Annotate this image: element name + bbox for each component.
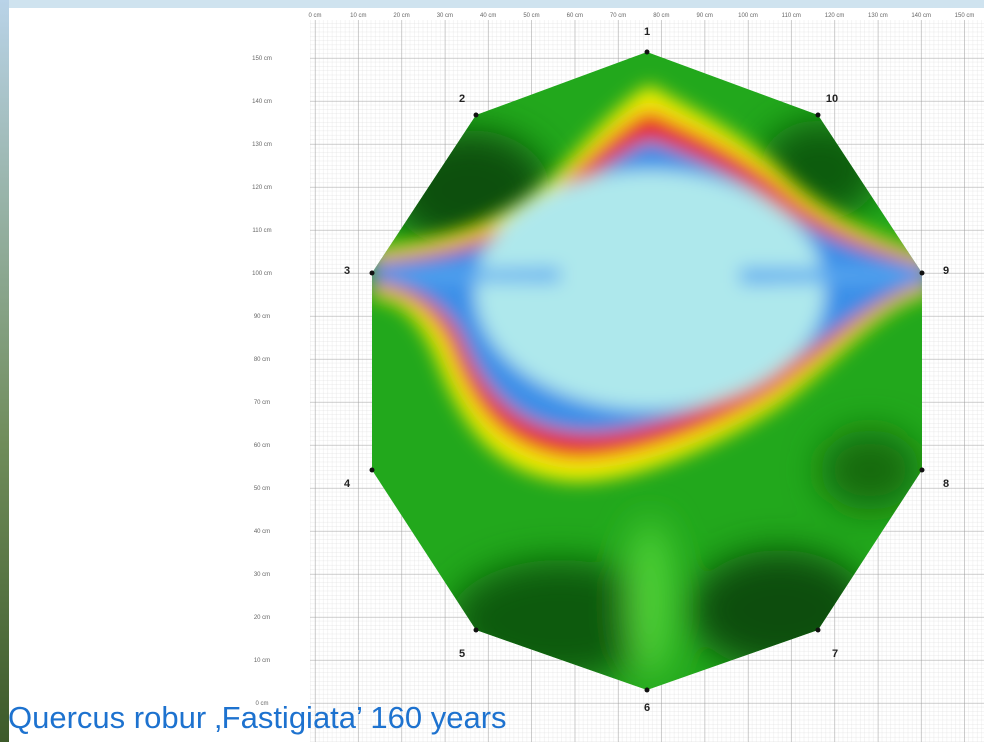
x-axis-label: 70 cm <box>610 13 626 19</box>
y-axis-label: 10 cm <box>254 658 270 664</box>
y-axis-label: 140 cm <box>252 99 272 105</box>
x-axis-label: 140 cm <box>911 13 931 19</box>
caption: Quercus robur ‚Fastigiata’ 160 years <box>8 700 507 735</box>
y-axis-label: 120 cm <box>252 185 272 191</box>
y-axis-label: 0 cm <box>255 701 268 707</box>
x-axis-label: 100 cm <box>738 13 758 19</box>
sensor-label: 3 <box>344 265 350 277</box>
y-axis-label: 90 cm <box>254 314 270 320</box>
y-axis-label: 50 cm <box>254 486 270 492</box>
sensor-point <box>644 687 650 693</box>
sensor-label: 9 <box>943 265 949 277</box>
sensor-label: 8 <box>943 478 949 490</box>
sensor-point <box>644 49 650 55</box>
sensor-label: 6 <box>644 702 650 714</box>
x-axis-label: 20 cm <box>393 13 409 19</box>
x-axis-label: 40 cm <box>480 13 496 19</box>
sensor-point <box>815 627 821 633</box>
sensor-point <box>369 270 375 276</box>
x-axis-label: 110 cm <box>782 13 801 19</box>
sensor-label: 5 <box>459 648 465 660</box>
photo-edge <box>0 0 9 742</box>
y-axis-label: 60 cm <box>254 443 270 449</box>
y-axis-label: 40 cm <box>254 529 270 535</box>
sensor-point <box>919 270 925 276</box>
sensor-label: 4 <box>344 478 351 490</box>
y-axis-label: 20 cm <box>254 615 270 621</box>
x-axis-label: 90 cm <box>697 13 713 19</box>
y-axis-label: 130 cm <box>252 142 272 148</box>
x-axis-label: 120 cm <box>825 13 845 19</box>
y-axis-label: 100 cm <box>252 271 272 277</box>
x-axis-label: 30 cm <box>437 13 453 19</box>
sensor-label: 7 <box>832 648 838 660</box>
top-band <box>0 0 984 8</box>
y-axis-label: 70 cm <box>254 400 270 406</box>
sensor-label: 1 <box>644 26 650 38</box>
y-axis-label: 110 cm <box>252 228 271 234</box>
sensor-point <box>919 467 925 473</box>
sensor-point <box>473 112 479 118</box>
x-axis-label: 10 cm <box>350 13 366 19</box>
x-axis-label: 0 cm <box>308 13 321 19</box>
x-axis-label: 60 cm <box>567 13 583 19</box>
x-axis-label: 50 cm <box>523 13 539 19</box>
y-axis-label: 30 cm <box>254 572 270 578</box>
y-axis-label: 150 cm <box>252 56 272 62</box>
sensor-point <box>815 112 821 118</box>
sensor-point <box>369 467 375 473</box>
sensor-label: 2 <box>459 93 465 105</box>
y-axis-label: 80 cm <box>254 357 270 363</box>
x-axis-label: 150 cm <box>955 13 975 19</box>
x-axis-label: 80 cm <box>653 13 669 19</box>
x-axis-label: 130 cm <box>868 13 888 19</box>
sensor-point <box>473 627 479 633</box>
sensor-label: 10 <box>826 93 838 105</box>
